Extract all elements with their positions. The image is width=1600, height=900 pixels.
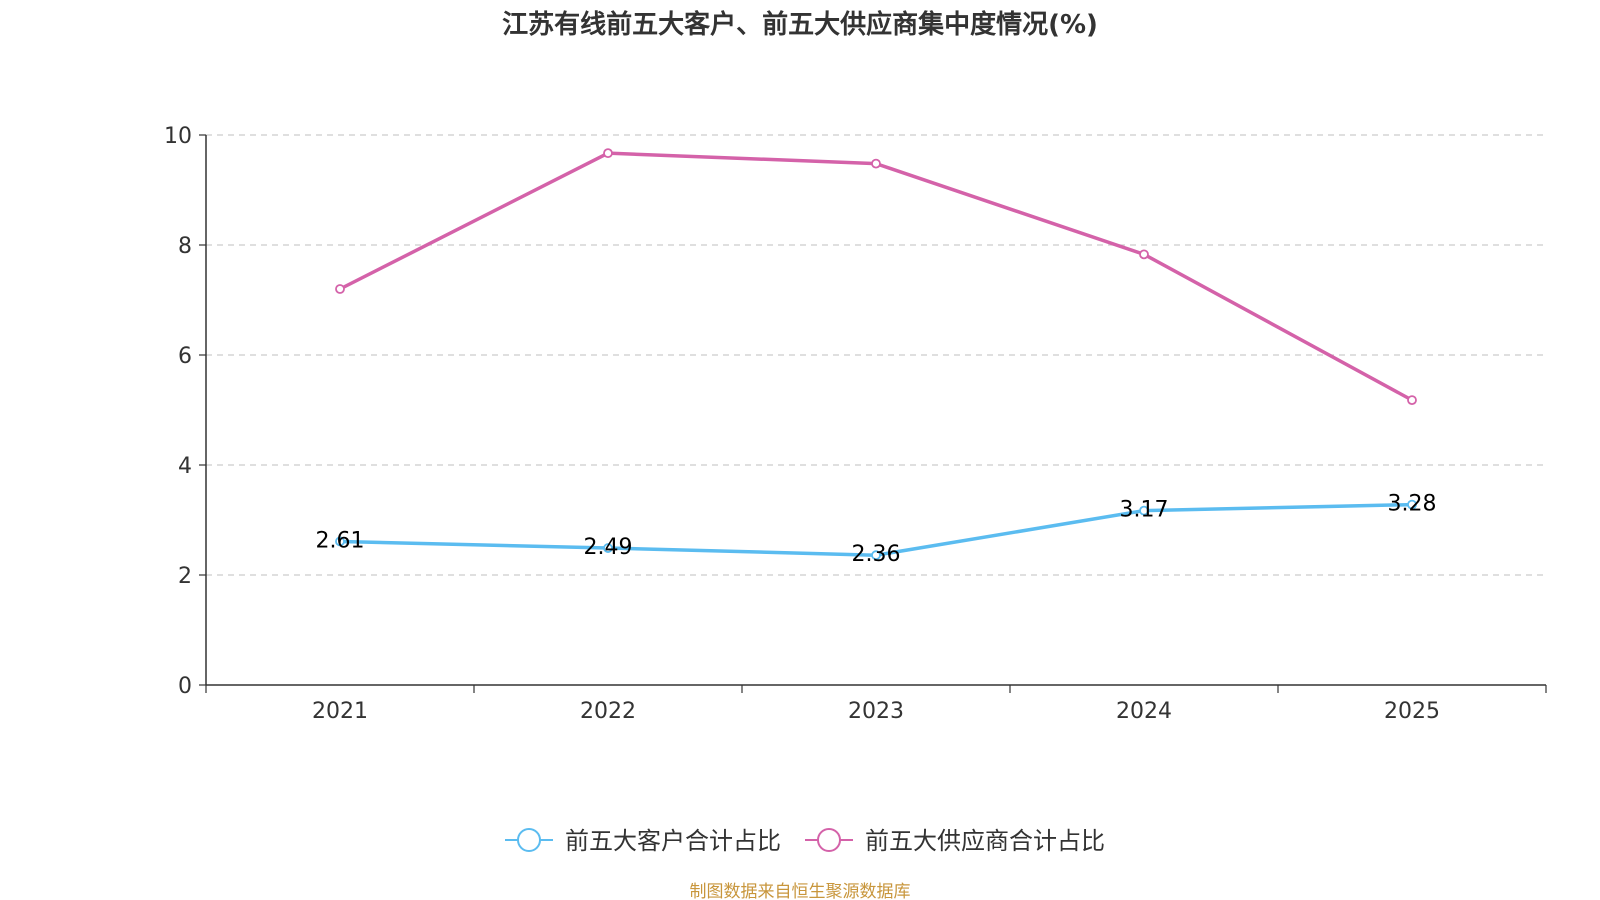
x-tick-label: 2025: [1384, 699, 1440, 724]
data-label: 3.17: [1120, 498, 1169, 523]
legend[interactable]: 前五大客户合计占比 前五大供应商合计占比: [505, 827, 1105, 855]
data-point: [1407, 395, 1417, 406]
data-label: 2.36: [852, 542, 901, 567]
data-point: [871, 158, 881, 169]
chart-title: 江苏有线前五大客户、前五大供应商集中度情况(%): [502, 9, 1098, 40]
y-tick-label: 4: [178, 454, 192, 479]
data-label: 3.28: [1388, 492, 1437, 517]
legend-marker-icon: [517, 828, 541, 852]
source-note: 制图数据来自恒生聚源数据库: [690, 882, 911, 900]
data-point: [603, 543, 613, 553]
data-point: [335, 536, 345, 547]
axes: 0 2 4 6 8 10 2021 2022 2023 2024 2025: [164, 124, 1547, 724]
y-tick-label: 0: [178, 674, 192, 699]
legend-label: 前五大客户合计占比: [565, 827, 781, 855]
x-tick-label: 2024: [1116, 699, 1172, 724]
legend-marker-icon: [817, 828, 841, 852]
data-label: 2.49: [584, 535, 633, 560]
data-point: [871, 550, 881, 561]
y-tick-label: 10: [164, 124, 192, 149]
series-lines: [335, 148, 1417, 561]
data-label: 2.61: [316, 528, 365, 553]
legend-label: 前五大供应商合计占比: [865, 827, 1105, 855]
grid-lines: [206, 134, 1546, 576]
data-point: [603, 148, 613, 159]
y-tick-label: 6: [178, 344, 192, 369]
x-tick-label: 2022: [580, 699, 636, 724]
data-point: [1139, 249, 1149, 260]
x-tick-label: 2023: [848, 699, 904, 724]
data-point: [1407, 499, 1417, 510]
x-tick-label: 2021: [312, 699, 368, 724]
y-tick-label: 2: [178, 564, 192, 589]
series-line-2: [339, 151, 1413, 402]
data-labels: 2.61 2.49 2.36 3.17 3.28: [316, 492, 1437, 568]
data-point: [335, 284, 345, 294]
y-tick-label: 8: [178, 234, 192, 259]
data-point: [1139, 505, 1149, 516]
